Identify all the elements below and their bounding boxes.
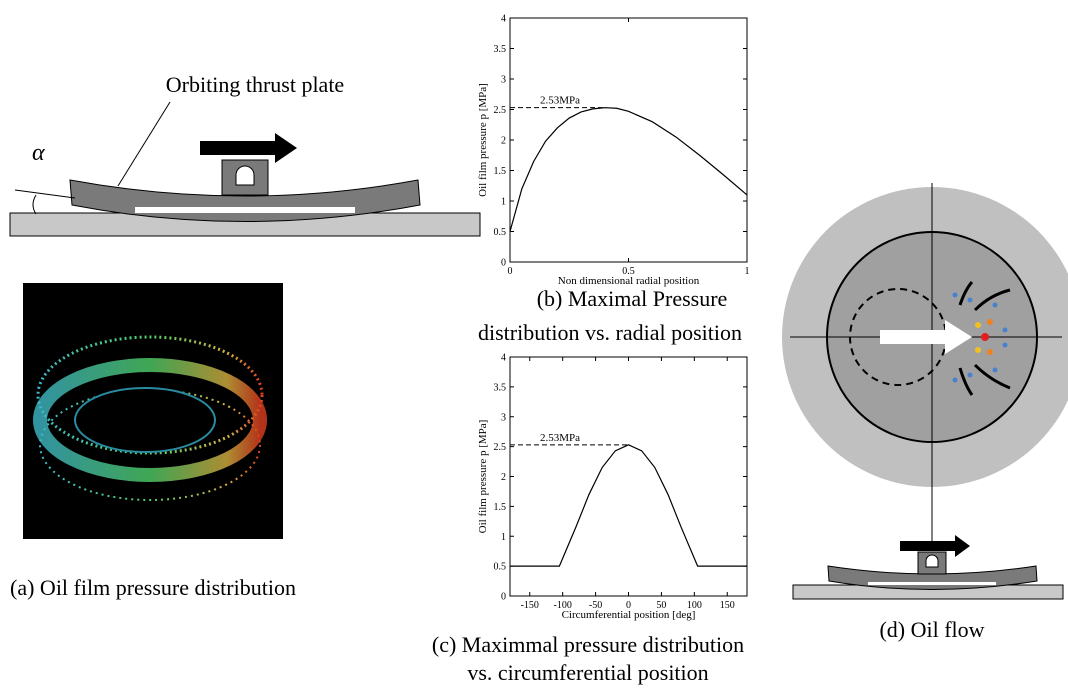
x-axis-label: Circumferential position [deg] <box>562 609 696 621</box>
plate-label: Orbiting thrust plate <box>166 72 344 97</box>
x-tick-label: 0 <box>508 266 513 277</box>
y-tick-label: 3.5 <box>494 382 507 393</box>
plate-drawing: Orbiting thrust plate α <box>10 72 480 236</box>
figure: Orbiting thrust plate α (a) Oil film pre… <box>0 0 1068 693</box>
y-tick-label: 0.5 <box>494 562 507 573</box>
angle-symbol: α <box>32 140 45 166</box>
data-line <box>510 108 747 232</box>
dot <box>981 333 989 341</box>
dot <box>993 368 998 373</box>
dot <box>993 303 998 308</box>
caption-a: (a) Oil film pressure distribution <box>10 575 296 600</box>
y-tick-label: 0.5 <box>494 227 507 238</box>
y-axis-label: Oil film pressure p [MPa] <box>477 420 489 534</box>
dot <box>1003 328 1008 333</box>
dot <box>968 298 973 303</box>
x-tick-label: 1 <box>745 266 750 277</box>
y-tick-label: 3.5 <box>494 44 507 55</box>
peak-label: 2.53MPa <box>540 95 580 107</box>
y-tick-label: 2 <box>501 472 506 483</box>
dot <box>953 378 958 383</box>
caption: distribution vs. radial position <box>478 320 742 345</box>
dot <box>987 349 993 355</box>
gap <box>868 582 996 585</box>
x-tick-label: 150 <box>720 600 735 611</box>
y-tick-label: 1.5 <box>494 166 507 177</box>
y-tick-label: 2.5 <box>494 442 507 453</box>
y-tick-label: 1.5 <box>494 502 507 513</box>
hole <box>926 555 938 567</box>
mesh-image <box>23 283 283 539</box>
y-tick-label: 4 <box>501 353 506 364</box>
caption: (c) Maximmal pressure distribution <box>432 632 744 657</box>
plot-frame <box>510 18 747 262</box>
y-tick-label: 4 <box>501 14 506 25</box>
motion-arrow <box>200 133 297 163</box>
mesh-hole <box>75 388 215 452</box>
x-tick-label: -150 <box>521 600 539 611</box>
y-tick-label: 1 <box>501 532 506 543</box>
peak-label: 2.53MPa <box>540 432 580 444</box>
caption: (b) Maximal Pressure <box>537 286 728 311</box>
caption: vs. circumferential position <box>467 660 708 685</box>
oil-flow-diagram <box>782 183 1068 548</box>
dot <box>975 347 981 353</box>
dot <box>953 293 958 298</box>
y-tick-label: 3 <box>501 75 506 86</box>
data-line <box>510 445 747 566</box>
angle-arc <box>33 195 36 214</box>
y-tick-label: 0 <box>501 258 506 269</box>
caption-d: (d) Oil flow <box>879 617 984 642</box>
dot <box>968 373 973 378</box>
y-tick-label: 3 <box>501 412 506 423</box>
leader-line <box>118 102 170 186</box>
dot <box>1003 343 1008 348</box>
gap <box>135 207 355 213</box>
dot <box>987 319 993 325</box>
y-tick-label: 1 <box>501 197 506 208</box>
angle-line <box>15 190 75 198</box>
small-plate-drawing <box>793 535 1063 599</box>
dot <box>975 322 981 328</box>
y-tick-label: 0 <box>501 592 506 603</box>
y-axis-label: Oil film pressure p [MPa] <box>477 83 489 197</box>
y-tick-label: 2 <box>501 136 506 147</box>
y-tick-label: 2.5 <box>494 105 507 116</box>
hole <box>236 166 254 185</box>
plot-frame <box>510 357 747 596</box>
